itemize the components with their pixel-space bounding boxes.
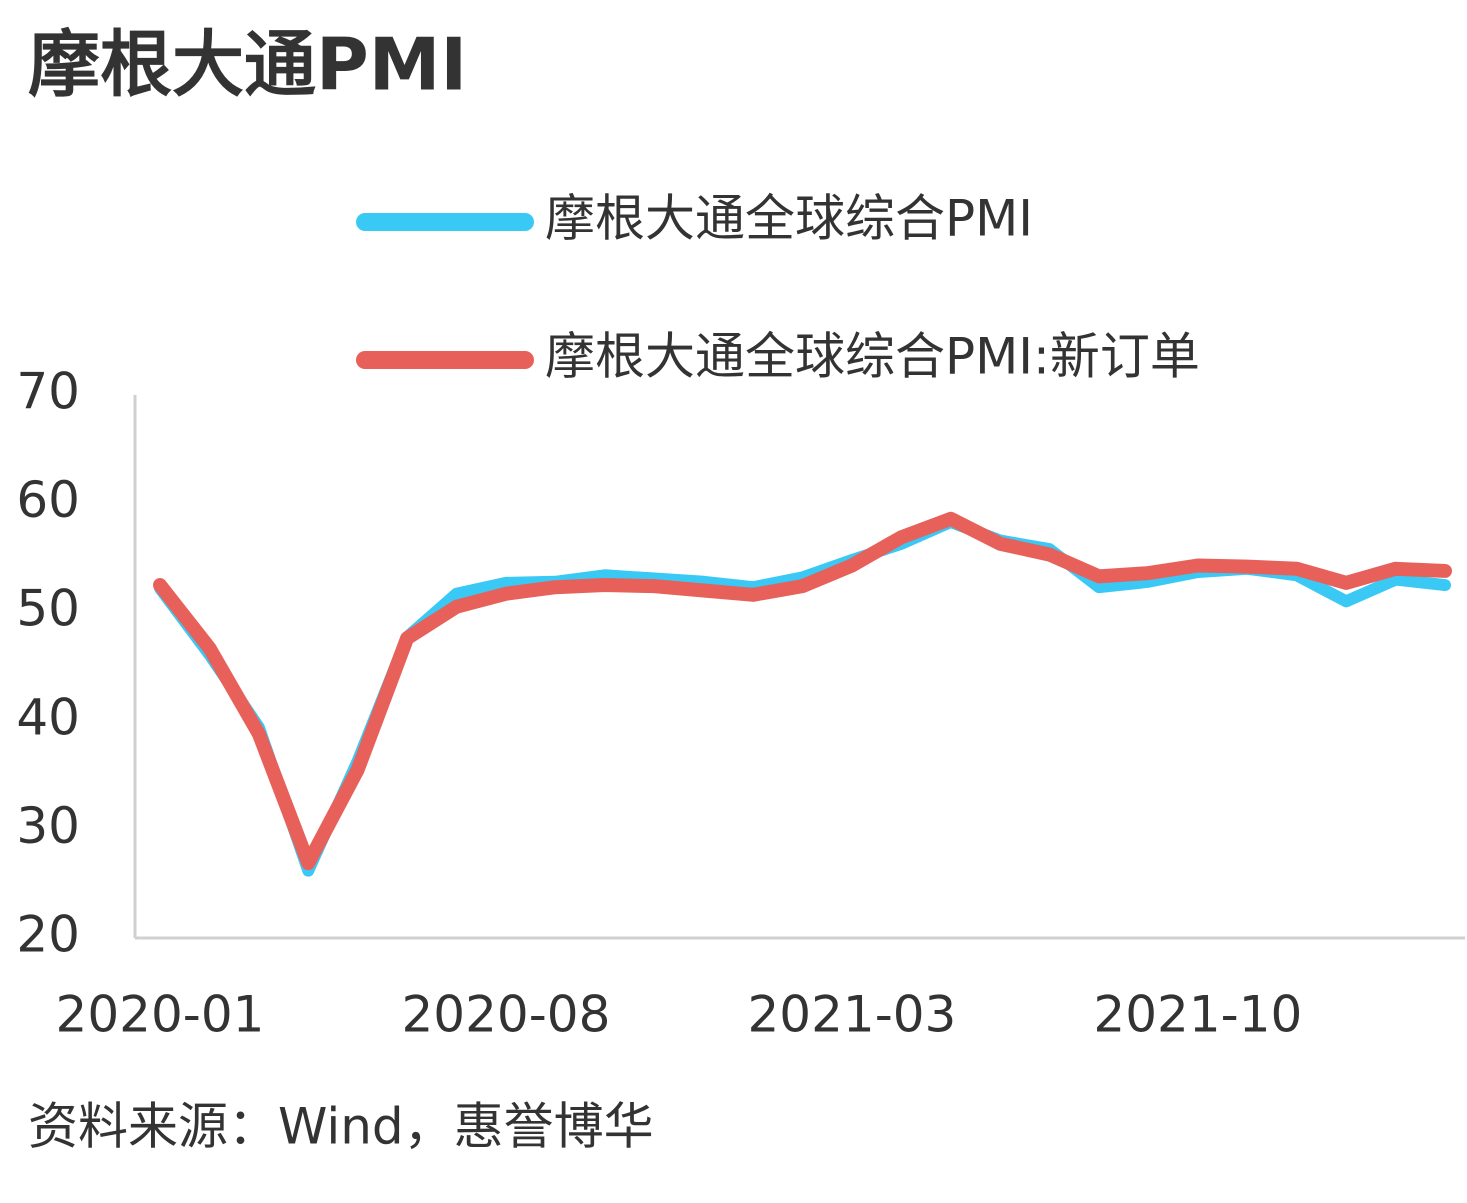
x-tick-label: 2021-03 [747,986,956,1044]
source-note: 资料来源：Wind，惠誉博华 [28,1098,654,1156]
line-series [154,516,1451,877]
y-tick-label: 60 [16,471,80,529]
y-tick-label: 20 [16,906,80,964]
legend-label: 摩根大通全球综合PMI:新订单 [545,328,1200,386]
y-tick-label: 50 [16,580,80,638]
x-tick-label: 2021-10 [1093,986,1302,1044]
x-tick-label: 2020-08 [402,986,611,1044]
y-tick-label: 30 [16,797,80,855]
x-tick-label: 2020-01 [56,986,265,1044]
y-tick-label: 40 [16,688,80,746]
y-tick-label: 70 [16,363,80,421]
chart-title: 摩根大通PMI [28,23,467,107]
legend-label: 摩根大通全球综合PMI [545,190,1033,248]
line-series [153,511,1452,871]
